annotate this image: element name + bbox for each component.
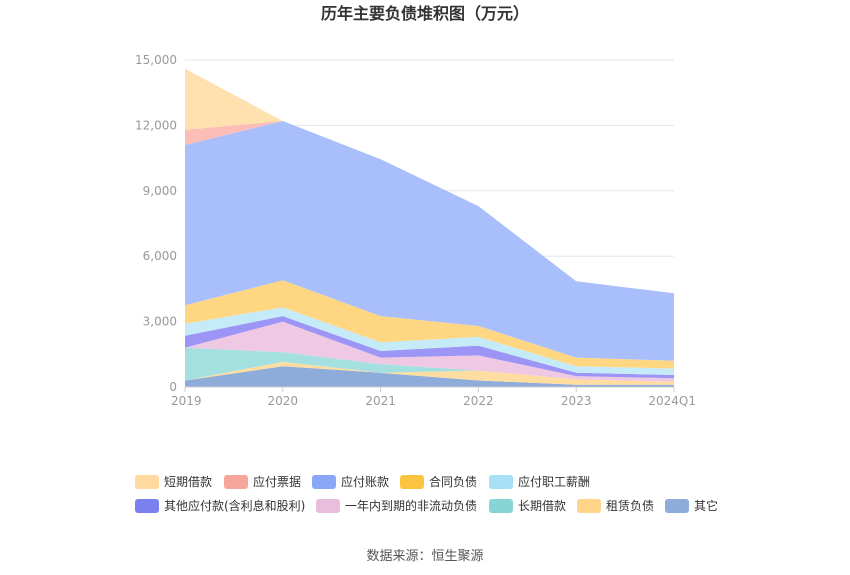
legend-swatch [489,475,513,489]
y-tick-label: 3,000 [143,315,177,329]
legend-label: 租赁负债 [606,499,654,513]
area-应付账款 [185,121,674,361]
legend-swatch [489,499,513,513]
legend-label: 长期借款 [518,499,566,513]
area-租赁负债 [185,361,674,385]
x-tick-label: 2024Q1 [648,394,696,408]
legend-label: 应付职工薪酬 [518,474,590,489]
legend-label: 短期借款 [164,475,212,489]
area-合同负债 [185,280,674,369]
legend-swatch [312,475,336,489]
y-tick-label: 9,000 [143,184,177,198]
axes: 0 3,000 6,000 9,000 12,000 15,000 2019 2020 2021… [135,53,696,408]
legend-swatch [135,499,159,513]
legend-label: 其他应付款(含利息和股利) [164,498,305,513]
y-tick-label: 12,000 [135,118,177,132]
source-prefix: 数据来源： [366,549,432,564]
x-tick-label: 2020 [268,394,299,408]
x-tick-label: 2023 [561,394,592,408]
x-tick-label: 2022 [463,394,494,408]
area-应付职工薪酬 [185,307,674,375]
legend-swatch [577,499,601,513]
legend-swatch [224,475,248,489]
x-tick-label: 2019 [171,394,202,408]
y-tick-label: 15,000 [135,53,177,67]
legend-label: 合同负债 [429,474,477,489]
x-tick-label: 2021 [365,394,396,408]
data-source: 数据来源：恒生聚源 [0,545,850,564]
legend-swatch [135,475,159,489]
y-tick-label: 6,000 [143,249,177,263]
legend-swatch [316,499,340,513]
legend-label: 其它 [694,498,718,513]
legend-label: 一年内到期的非流动负债 [345,498,477,513]
legend-label: 应付账款 [341,474,389,489]
area-长期借款 [185,347,674,382]
area-一年内到期的非流动负债 [185,321,674,382]
y-tick-label: 0 [169,380,177,394]
chart-title: 历年主要负债堆积图（万元） [321,4,529,23]
area-series [185,68,674,387]
legend-swatch [665,499,689,513]
source-name: 恒生聚源 [431,549,484,564]
legend-label: 应付票据 [253,474,301,489]
legend-swatch [400,475,424,489]
